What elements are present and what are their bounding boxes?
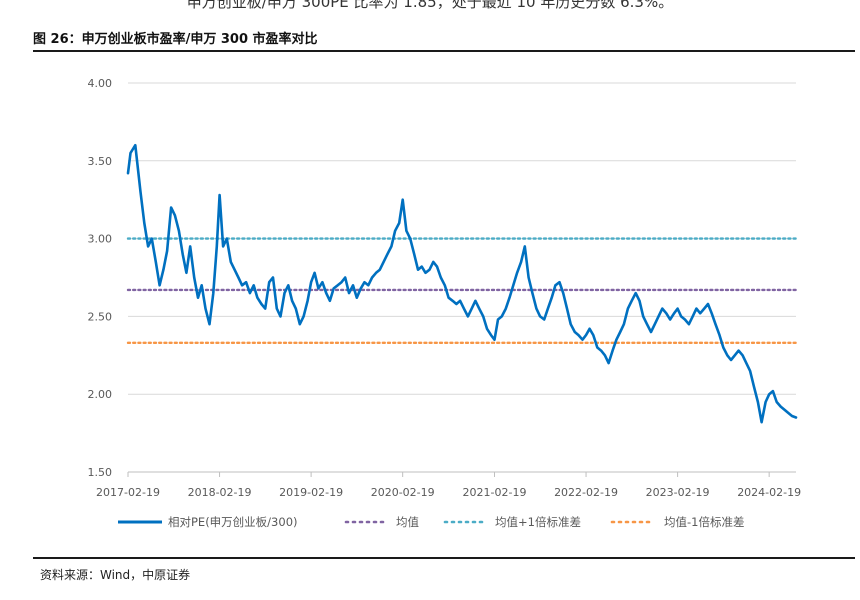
y-tick-label: 3.00 bbox=[88, 233, 113, 246]
x-tick-label: 2024-02-19 bbox=[737, 486, 801, 499]
y-tick-label: 4.00 bbox=[88, 77, 113, 90]
x-axis: 2017-02-19 2018-02-19 2019-02-19 2020-02-19… bbox=[96, 471, 801, 499]
legend: 相对PE(申万创业板/300) 均值 均值+1倍标准差 均值-1倍标准差 bbox=[118, 515, 744, 529]
x-tick-label: 2019-02-19 bbox=[279, 486, 343, 499]
grid-lines bbox=[128, 82, 796, 473]
x-tick-label: 2020-02-19 bbox=[371, 486, 435, 499]
legend-label-3: 均值-1倍标准差 bbox=[664, 515, 744, 529]
figure-title: 图 26：申万创业板市盈率/申万 300 市盈率对比 bbox=[33, 32, 318, 47]
y-tick-label: 2.50 bbox=[88, 310, 113, 323]
legend-label-1: 均值 bbox=[396, 515, 419, 529]
title-divider bbox=[33, 50, 855, 52]
x-tick-label: 2017-02-19 bbox=[96, 486, 160, 499]
y-tick-label: 2.00 bbox=[88, 388, 113, 401]
x-tick-label: 2018-02-19 bbox=[188, 486, 252, 499]
series-line-0 bbox=[126, 143, 798, 424]
source-note: 资料来源：Wind，中原证券 bbox=[40, 568, 191, 582]
y-tick-label: 3.50 bbox=[88, 155, 113, 168]
legend-label-0: 相对PE(申万创业板/300) bbox=[168, 515, 298, 529]
reference-lines bbox=[126, 237, 798, 345]
y-axis: 1.50 2.00 2.50 3.00 3.50 4.00 bbox=[88, 77, 113, 479]
y-tick-label: 1.50 bbox=[88, 466, 113, 479]
series-layer bbox=[126, 143, 798, 424]
x-tick-label: 2021-02-19 bbox=[463, 486, 527, 499]
legend-label-2: 均值+1倍标准差 bbox=[495, 515, 581, 529]
x-tick-label: 2022-02-19 bbox=[554, 486, 618, 499]
x-tick-label: 2023-02-19 bbox=[646, 486, 710, 499]
footer-divider bbox=[33, 557, 855, 559]
previous-paragraph-text: 申万创业板/申万 300PE 比率为 1.85，处于最近 10 年历史分数 6.… bbox=[186, 0, 674, 11]
